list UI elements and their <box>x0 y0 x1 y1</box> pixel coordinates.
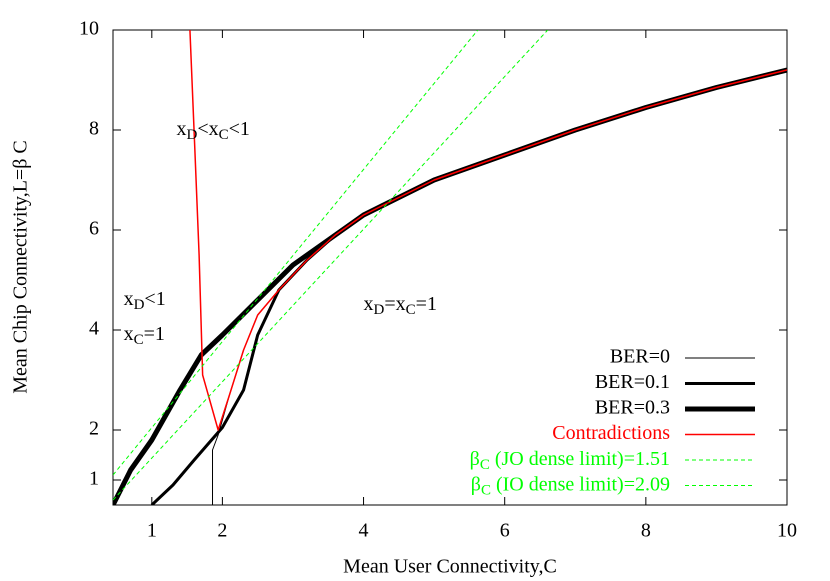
legend-label: βC (JO dense limit)=1.51 <box>470 448 670 474</box>
text-part: <1 <box>144 288 165 310</box>
plot-frame <box>112 29 788 506</box>
legend-label: BER=0.1 <box>595 371 670 393</box>
x-tick-label: 8 <box>641 520 651 542</box>
text-part: <1 <box>229 118 250 140</box>
y-tick-label: 6 <box>89 218 99 240</box>
series-line <box>113 30 549 501</box>
curves <box>113 30 787 505</box>
text-part: β <box>471 473 481 495</box>
text-part: x <box>177 118 187 140</box>
series-line <box>113 30 479 476</box>
y-tick-label: 4 <box>89 318 99 340</box>
series-line <box>189 30 787 431</box>
annotation: xC=1 <box>124 323 165 349</box>
subscript: C <box>134 332 144 348</box>
subscript: D <box>187 127 198 143</box>
subscript: C <box>406 302 416 318</box>
y-tick-label: 2 <box>89 418 99 440</box>
subscript: D <box>374 302 385 318</box>
x-tick-label: 10 <box>777 520 797 542</box>
text-part: <x <box>197 118 218 140</box>
text-part: =1 <box>416 293 437 315</box>
x-tick-label: 4 <box>359 520 369 542</box>
subscript: D <box>134 297 145 313</box>
legend-label: βC (IO dense limit)=2.09 <box>471 473 670 499</box>
text-part: (JO dense limit)=1.51 <box>490 448 670 470</box>
legend-label: BER=0 <box>610 346 670 368</box>
legend-label: BER=0.3 <box>595 397 670 419</box>
x-tick-label: 2 <box>217 520 227 542</box>
subscript: C <box>481 483 491 499</box>
annotation: xD<xC<1 <box>177 118 250 144</box>
legend-label: Contradictions <box>552 422 670 444</box>
annotation: xD=xC=1 <box>364 293 437 319</box>
y-axis-label: Mean Chip Connectivity,L=β C <box>10 140 32 393</box>
text-part: x <box>124 323 134 345</box>
text-part: =1 <box>144 323 165 345</box>
text-part: =x <box>384 293 405 315</box>
text-part: x <box>364 293 374 315</box>
text-part: β <box>470 448 480 470</box>
x-tick-label: 6 <box>500 520 510 542</box>
x-tick-label: 1 <box>147 520 157 542</box>
y-tick-label: 1 <box>89 468 99 490</box>
text-part: x <box>124 288 134 310</box>
subscript: C <box>219 127 229 143</box>
x-axis-label: Mean User Connectivity,C <box>343 556 557 578</box>
text-part: (IO dense limit)=2.09 <box>491 473 670 495</box>
subscript: C <box>480 457 490 473</box>
series-line <box>212 69 787 505</box>
annotation: xD<1 <box>124 288 166 314</box>
y-tick-label: 8 <box>89 118 99 140</box>
y-tick-label: 10 <box>79 18 99 40</box>
